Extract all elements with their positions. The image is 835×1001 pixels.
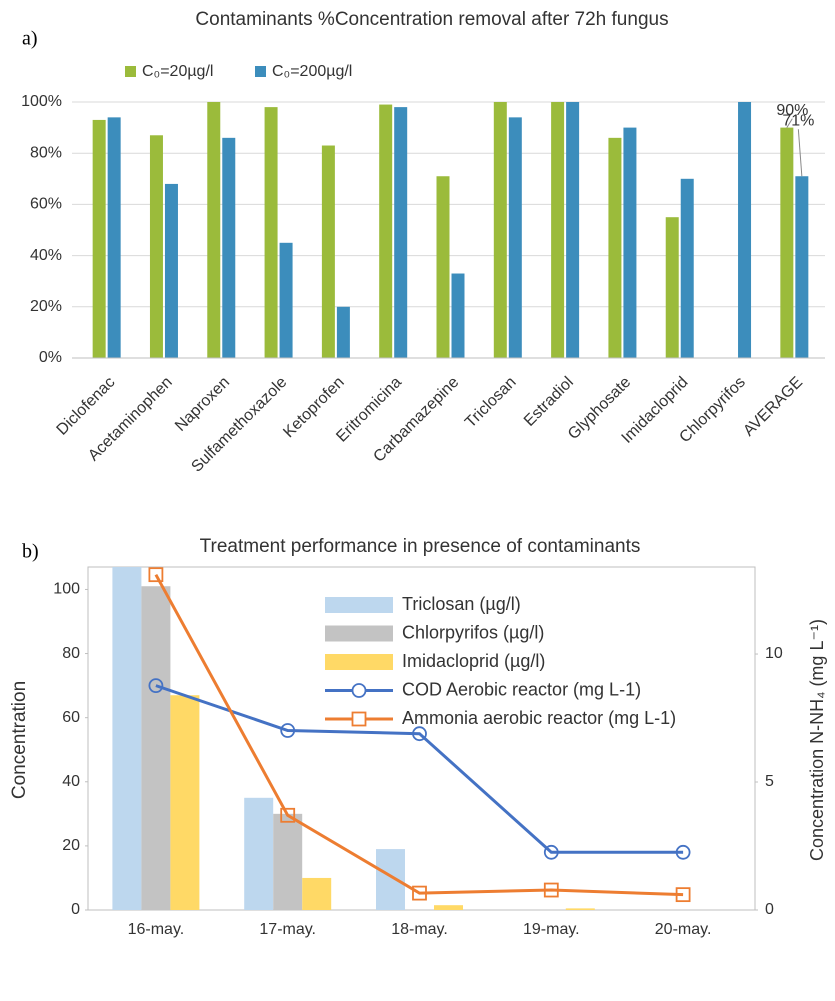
legend-label: Triclosan (µg/l) [402, 594, 521, 614]
bar [436, 176, 450, 358]
legend-marker [351, 683, 367, 698]
x-tick-label: 20-may. [655, 921, 712, 938]
y2-tick-label: 5 [765, 773, 774, 790]
marker [543, 844, 559, 860]
bar [273, 813, 303, 910]
marker [148, 678, 164, 694]
bar [149, 135, 163, 358]
bar [170, 695, 200, 910]
bar [623, 127, 637, 358]
marker [280, 723, 296, 738]
legend-label: Ammonia aerobic reactor (mg L-1) [402, 708, 676, 728]
y-tick-label: 100 [53, 581, 80, 598]
legend-swatch [325, 597, 393, 613]
marker [543, 882, 559, 898]
marker [412, 885, 427, 901]
legend-label: C₀=20µg/l [142, 63, 213, 80]
y-tick-label: 60 [62, 709, 80, 726]
x-tick-label: 17-may. [259, 921, 316, 938]
bar [551, 102, 565, 358]
bar [164, 183, 178, 358]
bar [336, 306, 350, 358]
bar [665, 217, 679, 358]
legend-marker [351, 711, 367, 727]
marker [675, 844, 691, 860]
y-tick-label: 40 [62, 773, 80, 790]
legend-label: Imidacloprid (µg/l) [402, 651, 545, 671]
y-tick-label: 0 [71, 901, 80, 918]
y-tick-label: 100% [21, 93, 62, 110]
bar [321, 145, 335, 358]
line [155, 684, 684, 854]
bar [493, 102, 507, 358]
value-label: 90% [776, 102, 808, 119]
y-tick-label: 80% [30, 144, 62, 161]
legend-swatch [125, 66, 136, 77]
bar [780, 127, 794, 358]
bar [264, 107, 278, 359]
y2-tick-label: 10 [765, 645, 783, 662]
bar [207, 102, 221, 358]
chart-title: Contaminants %Concentration removal afte… [195, 9, 668, 30]
bar [112, 567, 142, 910]
bar [566, 102, 580, 358]
y-axis-label: Concentration [9, 681, 30, 799]
legend-label: C₀=200µg/l [272, 63, 352, 80]
legend-label: COD Aerobic reactor (mg L-1) [402, 679, 641, 699]
leader-line [786, 118, 793, 128]
y-tick-label: 60% [30, 196, 62, 213]
y-tick-label: 0% [39, 349, 62, 366]
y2-axis-label: Concentration N-NH₄ (mg L⁻¹) [807, 619, 827, 861]
x-tick-label: Sulfamethoxazole [188, 374, 290, 476]
marker [148, 567, 164, 583]
y2-tick-label: 0 [765, 901, 774, 918]
x-tick-label: 16-may. [128, 921, 185, 938]
y-tick-label: 80 [62, 645, 80, 662]
chart-title: Treatment performance in presence of con… [200, 536, 641, 557]
bar [92, 119, 106, 358]
leader-line [797, 129, 803, 177]
plot-frame [87, 566, 756, 911]
y-tick-label: 20 [62, 837, 80, 854]
line [154, 573, 684, 897]
legend-swatch [325, 625, 393, 642]
marker [675, 887, 691, 903]
y-tick-label: 20% [30, 298, 62, 315]
bar [222, 137, 236, 358]
bar [379, 104, 393, 358]
bar [376, 849, 405, 910]
bar [608, 137, 622, 358]
legend-label: Chlorpyrifos (µg/l) [402, 622, 544, 642]
bar [141, 586, 171, 910]
legend-swatch [255, 66, 266, 77]
bar [680, 178, 694, 358]
bar [279, 242, 293, 358]
value-label: 71% [782, 112, 814, 129]
x-tick-label: 19-may. [523, 921, 580, 938]
x-tick-label: 18-may. [391, 921, 448, 938]
marker [280, 807, 296, 823]
bar [508, 117, 522, 358]
x-tick-label: Naproxen [172, 374, 233, 435]
panel-label: a) [22, 28, 38, 50]
marker [412, 726, 427, 742]
panel-label: b) [22, 541, 39, 563]
bar [451, 273, 465, 358]
bar [565, 908, 595, 910]
x-tick-label: AVERAGE [740, 374, 806, 440]
x-tick-label: Triclosan [462, 374, 520, 432]
legend-swatch [325, 654, 393, 670]
bar [394, 107, 408, 359]
bar [738, 102, 752, 358]
bar [434, 905, 463, 910]
bar [795, 176, 809, 358]
bar [302, 877, 332, 910]
bar [107, 117, 121, 358]
x-tick-label: Estradiol [521, 374, 577, 430]
bar [244, 797, 274, 910]
y-tick-label: 40% [30, 247, 62, 264]
